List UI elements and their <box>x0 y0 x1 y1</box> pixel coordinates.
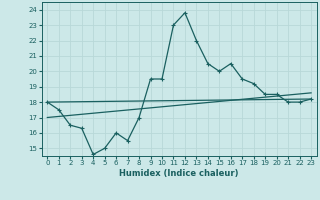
X-axis label: Humidex (Indice chaleur): Humidex (Indice chaleur) <box>119 169 239 178</box>
